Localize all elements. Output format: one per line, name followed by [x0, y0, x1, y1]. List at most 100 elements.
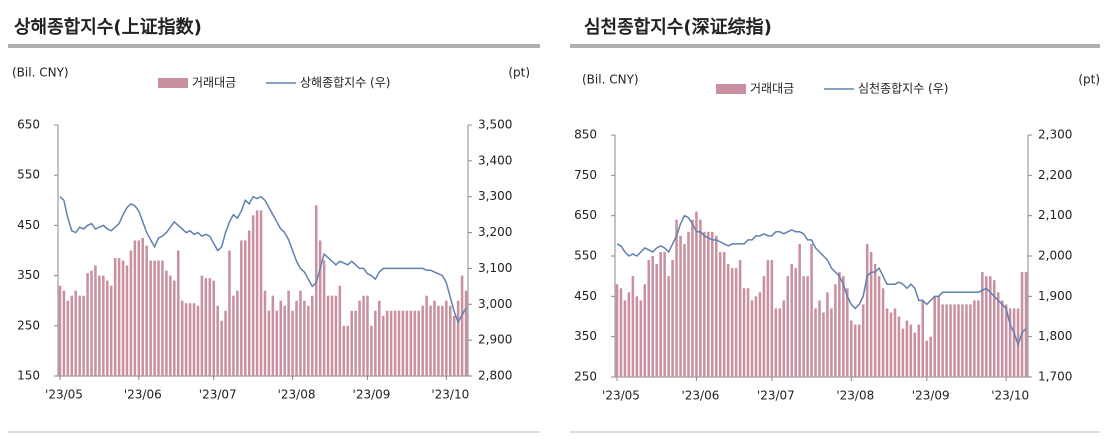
y-tick-label: 250 [17, 318, 40, 332]
bar [615, 284, 619, 377]
bar [318, 240, 322, 376]
bar [173, 280, 176, 376]
bar [212, 280, 215, 376]
y-tick-label: 450 [574, 289, 597, 303]
y-tick-label: 550 [17, 168, 40, 182]
x-tick-label: '23/07 [199, 388, 237, 402]
bar [707, 231, 710, 377]
bar [965, 304, 968, 377]
bar [62, 290, 66, 376]
bar [782, 300, 786, 377]
bar [846, 288, 849, 377]
legend-label: 심천종합지수 (우) [858, 81, 948, 96]
bar [711, 231, 714, 377]
bar [354, 310, 357, 376]
bar [861, 304, 865, 377]
chart-title: 심천종합지수(深证综指) [584, 16, 772, 38]
bar [314, 205, 318, 376]
x-tick-label: '23/05 [45, 388, 83, 402]
bar [718, 251, 722, 377]
bar [303, 300, 306, 376]
bar [794, 268, 797, 377]
legend-label: 거래대금 [750, 82, 794, 96]
bar [885, 308, 889, 377]
bar [631, 276, 635, 377]
bar [1020, 272, 1024, 377]
y-tick-label: 350 [17, 268, 40, 282]
bar [271, 295, 275, 376]
bar [279, 300, 283, 376]
bar [961, 304, 964, 377]
bar [224, 310, 227, 376]
bar [714, 235, 718, 377]
bar [125, 265, 129, 376]
bar [957, 304, 960, 377]
bar [121, 260, 125, 376]
bar [311, 295, 314, 376]
bar [873, 264, 877, 377]
bar [1012, 308, 1016, 377]
bar [905, 320, 909, 377]
bar [326, 295, 330, 376]
bar [117, 258, 121, 376]
bar [322, 260, 326, 376]
bar [464, 290, 468, 376]
bar [921, 300, 925, 377]
y2-tick-label: 2,900 [478, 333, 512, 347]
bar [722, 251, 726, 377]
bar [263, 290, 267, 376]
bar [358, 300, 361, 376]
bar [834, 284, 837, 377]
bar [703, 231, 706, 377]
bar [929, 336, 932, 377]
y-tick-label: 850 [574, 128, 597, 142]
bar [877, 276, 881, 377]
bar [133, 240, 137, 376]
bar [925, 340, 929, 377]
bar [730, 268, 734, 377]
bar [129, 250, 133, 376]
bar [176, 250, 180, 376]
legend-label: 상해종합지수 (우) [300, 76, 390, 90]
bar [401, 310, 405, 376]
bar [1004, 304, 1008, 377]
y-tick-label: 750 [574, 168, 597, 182]
line [59, 195, 467, 325]
bar [291, 310, 294, 376]
bar [853, 324, 857, 377]
bar [267, 310, 271, 376]
bar [758, 292, 762, 377]
y2-tick-label: 1,900 [1038, 289, 1072, 303]
x-tick-label: '23/09 [353, 388, 391, 402]
y-tick-label: 650 [17, 118, 40, 132]
bar [200, 275, 204, 376]
y-tick-label: 350 [574, 329, 597, 343]
bar [992, 280, 996, 377]
bar [346, 325, 350, 376]
y2-tick-label: 2,300 [1038, 128, 1072, 142]
bar [969, 304, 972, 377]
bar [671, 260, 674, 377]
bar [157, 260, 160, 376]
bar [651, 256, 654, 377]
bar [397, 310, 401, 376]
bar [973, 300, 976, 377]
bar [647, 260, 651, 377]
bar [165, 270, 168, 376]
bar [770, 260, 774, 377]
bar [933, 296, 936, 377]
bar [232, 295, 235, 376]
bar [818, 300, 821, 377]
y-axis-unit: (Bil. CNY) [12, 66, 69, 80]
bar [655, 264, 658, 377]
bar [82, 295, 85, 376]
bar [275, 310, 279, 376]
legend-swatch [716, 84, 746, 94]
bar [798, 243, 801, 377]
bar [830, 308, 833, 377]
bar [742, 288, 746, 377]
bar [433, 300, 436, 376]
bar [374, 310, 377, 376]
x-tick-label: '23/08 [278, 388, 316, 402]
bar [342, 325, 346, 376]
